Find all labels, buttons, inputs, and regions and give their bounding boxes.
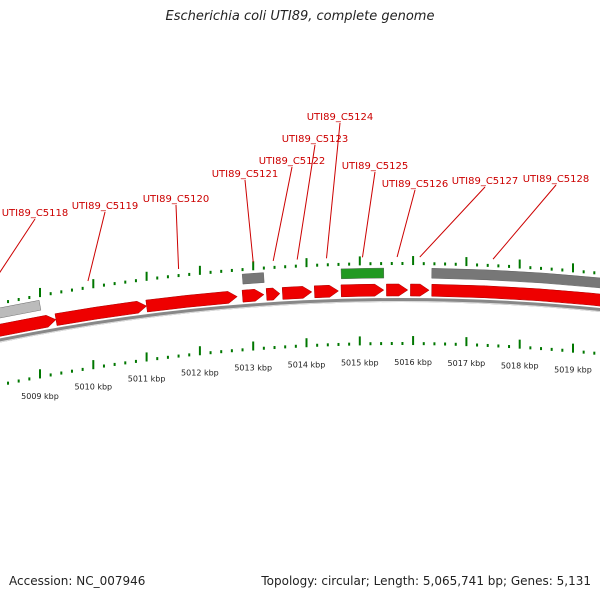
accession-label: Accession: NC_007946 <box>9 574 146 588</box>
gene-label: UTI89_C5127 <box>452 176 519 187</box>
gene-arrow <box>313 284 339 299</box>
gene-label: UTI89_C5128 <box>523 174 590 185</box>
gene-label: UTI89_C5125 <box>342 161 409 172</box>
callout-line <box>492 184 557 260</box>
gene-label: UTI89_C5121 <box>212 169 279 180</box>
callout-line <box>87 211 106 282</box>
gene-arrow <box>54 300 148 326</box>
feature-track <box>0 267 600 319</box>
backbone-outer <box>0 297 600 343</box>
gene-arrow <box>265 287 281 301</box>
kbp-label: 5010 kbp <box>74 382 112 391</box>
callout-line <box>272 166 293 262</box>
gene-arrow <box>145 291 238 313</box>
inner-tick-track <box>7 336 596 385</box>
callout-line <box>419 186 486 258</box>
callout-line <box>361 171 376 258</box>
topology-label: Topology: circular; Length: 5,065,741 bp… <box>261 574 591 588</box>
kbp-label: 5016 kbp <box>394 358 432 367</box>
kbp-label: 5017 kbp <box>448 359 486 368</box>
feature-block <box>340 267 385 280</box>
gene-arrow <box>241 289 265 303</box>
callout-line <box>0 218 36 273</box>
backbone-highlight <box>0 300 600 343</box>
gene-label: UTI89_C5118 <box>2 208 69 219</box>
feature-block <box>431 268 600 289</box>
gene-label: UTI89_C5123 <box>282 134 349 145</box>
callout-line <box>175 204 180 270</box>
gene-track <box>0 283 600 337</box>
kbp-label: 5013 kbp <box>234 364 272 373</box>
gene-arrow <box>340 283 385 298</box>
kbp-label: 5012 kbp <box>181 368 219 377</box>
gene-arrow <box>0 315 57 337</box>
gene-arrow <box>410 283 430 297</box>
gene-label: UTI89_C5126 <box>382 179 449 190</box>
outer-tick-track <box>7 256 596 304</box>
gene-label: UTI89_C5119 <box>72 201 139 212</box>
callout-line <box>296 144 316 260</box>
callout-line <box>325 122 341 259</box>
gene-arrow <box>386 283 409 297</box>
kbp-label: 5015 kbp <box>341 358 379 367</box>
kbp-label: 5014 kbp <box>288 360 326 369</box>
scale-labels: 5009 kbp 5010 kbp 5011 kbp 5012 kbp 5013 kbp… <box>21 358 592 401</box>
gene-arrow <box>431 283 600 307</box>
gene-label: UTI89_C5122 <box>259 156 326 167</box>
callout-line <box>244 179 254 263</box>
feature-block <box>0 300 42 319</box>
genome-backbone <box>0 297 600 343</box>
callout-line <box>396 189 416 258</box>
map-title: Escherichia coli UTI89, complete genome <box>165 9 435 24</box>
gene-arrow <box>281 286 313 300</box>
gene-label: UTI89_C5124 <box>307 112 374 123</box>
kbp-label: 5018 kbp <box>501 362 539 371</box>
kbp-label: 5009 kbp <box>21 392 59 401</box>
feature-block <box>241 272 265 285</box>
gene-label: UTI89_C5120 <box>143 194 210 205</box>
kbp-label: 5019 kbp <box>554 366 592 375</box>
kbp-label: 5011 kbp <box>128 375 166 384</box>
